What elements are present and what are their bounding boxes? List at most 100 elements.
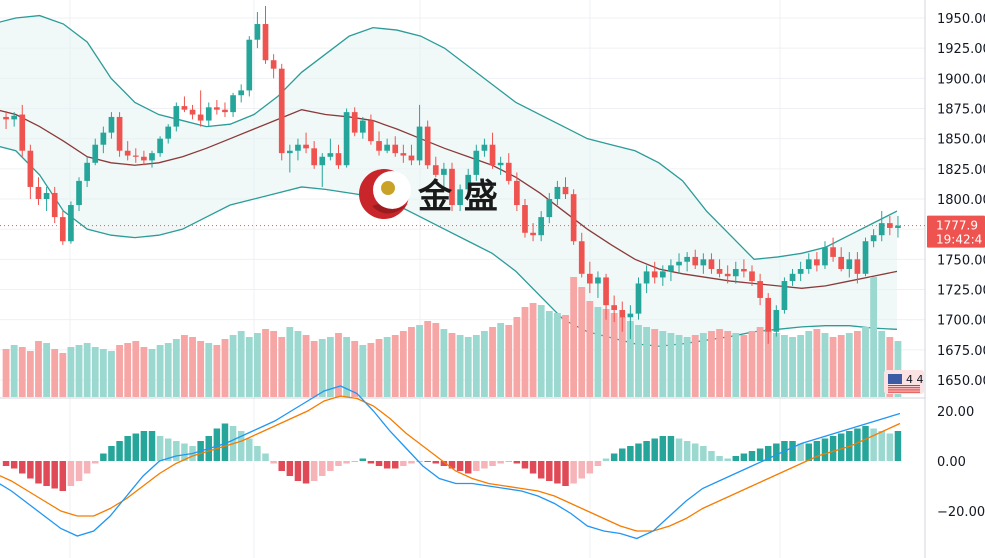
candle-body (724, 273, 731, 277)
macd-histogram-bar (870, 428, 877, 461)
candle-body (287, 150, 293, 154)
macd-histogram-bar (481, 461, 488, 469)
macd-histogram-bar (270, 461, 277, 464)
volume-bar (805, 331, 813, 397)
candle-body (270, 60, 277, 69)
macd-histogram-bar (408, 461, 415, 464)
volume-bar (472, 335, 480, 397)
price-tick-label: 1700.00 (937, 314, 985, 329)
volume-bar (870, 277, 878, 397)
macd-histogram-bar (27, 461, 34, 479)
volume-bar (399, 331, 407, 397)
candle-body (368, 120, 374, 142)
macd-histogram-bar (821, 438, 829, 461)
flag-stripe (888, 387, 920, 389)
candle-body (222, 109, 228, 113)
volume-bar (716, 329, 723, 397)
candle-body (514, 180, 520, 206)
candle-body (124, 150, 131, 156)
candle-body (635, 283, 642, 314)
macd-histogram-bar (351, 461, 358, 462)
volume-bar (51, 349, 59, 397)
volume-bar (75, 345, 83, 397)
volume-bar (310, 341, 318, 397)
macd-histogram-bar (546, 461, 553, 481)
volume-bar (2, 349, 10, 397)
volume-bar (562, 315, 569, 397)
volume-bar (610, 313, 618, 397)
price-tick-label: 1675.00 (937, 344, 985, 359)
last-price-value: 1777.9 (936, 219, 978, 233)
candle-body (481, 144, 488, 151)
macd-histogram-bar (400, 461, 407, 466)
macd-line (0, 385, 901, 540)
bollinger-lower-line (0, 146, 898, 347)
candle-body (19, 114, 26, 151)
macd-histogram-bar (164, 438, 172, 461)
macd-histogram-bar (383, 461, 391, 469)
candle-body (578, 241, 585, 274)
macd-histogram-bar (416, 461, 423, 462)
macd-histogram-bar (651, 438, 658, 461)
candle-body (708, 259, 715, 269)
volume-bar (91, 347, 99, 397)
volume-bar (724, 331, 732, 397)
volume-bar (35, 341, 42, 397)
candle-body (384, 144, 390, 151)
candle-body (570, 194, 577, 242)
candle-body (870, 235, 877, 242)
candle-body (43, 192, 50, 199)
macd-histogram-bar (432, 461, 440, 464)
volume-bar (829, 337, 837, 397)
candle-body (546, 199, 553, 218)
candle-body (51, 192, 58, 218)
macd-histogram-bar (448, 461, 456, 469)
volume-bar (424, 321, 432, 397)
price-tick-label: 1650.00 (937, 374, 985, 389)
macd-histogram-bar (19, 461, 26, 474)
volume-bar (108, 351, 115, 397)
volume-bar (189, 337, 196, 397)
candle-body (497, 162, 504, 166)
volume-bar (116, 345, 123, 397)
volume-bar (375, 339, 383, 397)
macd-histogram-bar (254, 446, 261, 461)
macd-histogram-bar (732, 456, 740, 461)
macd-histogram-bar (213, 428, 221, 461)
macd-histogram-bar (367, 461, 375, 464)
candle-body (11, 115, 17, 120)
macd-histogram-bar (805, 443, 812, 461)
candle-body (246, 39, 253, 91)
macd-histogram-bar (537, 461, 545, 479)
volume-bar (197, 341, 205, 397)
macd-histogram-bar (132, 433, 140, 461)
candle-body (781, 281, 788, 311)
candle-body (643, 271, 650, 284)
volume-bar (99, 349, 107, 397)
volume-bar (43, 343, 50, 397)
macd-histogram-bar (302, 461, 310, 484)
candle-body (165, 126, 172, 139)
volume-bar (294, 331, 302, 397)
volume-bar (497, 323, 505, 397)
volume-bar (351, 341, 359, 397)
volume-bar (659, 331, 667, 397)
macd-histogram-bar (878, 431, 885, 461)
volume-bar (343, 337, 350, 397)
candle-body (505, 162, 512, 181)
candle-body (741, 268, 747, 272)
volume-bar (691, 335, 699, 397)
volume-bar (416, 325, 423, 397)
volume-bar (229, 335, 237, 397)
macd-histogram-bar (173, 441, 180, 461)
macd-histogram-bar (789, 441, 796, 461)
candle-body (651, 271, 658, 278)
bollinger-upper-line (0, 14, 898, 261)
candle-body (108, 116, 115, 133)
macd-histogram-bar (837, 433, 845, 461)
macd-histogram-bar (505, 461, 512, 462)
price-axis[interactable]: 1950.00 1925.00 1900.00 1875.00 1850.00 1825.… (937, 12, 985, 520)
volume-bar (456, 335, 464, 397)
logo-gold-dot (381, 181, 395, 195)
